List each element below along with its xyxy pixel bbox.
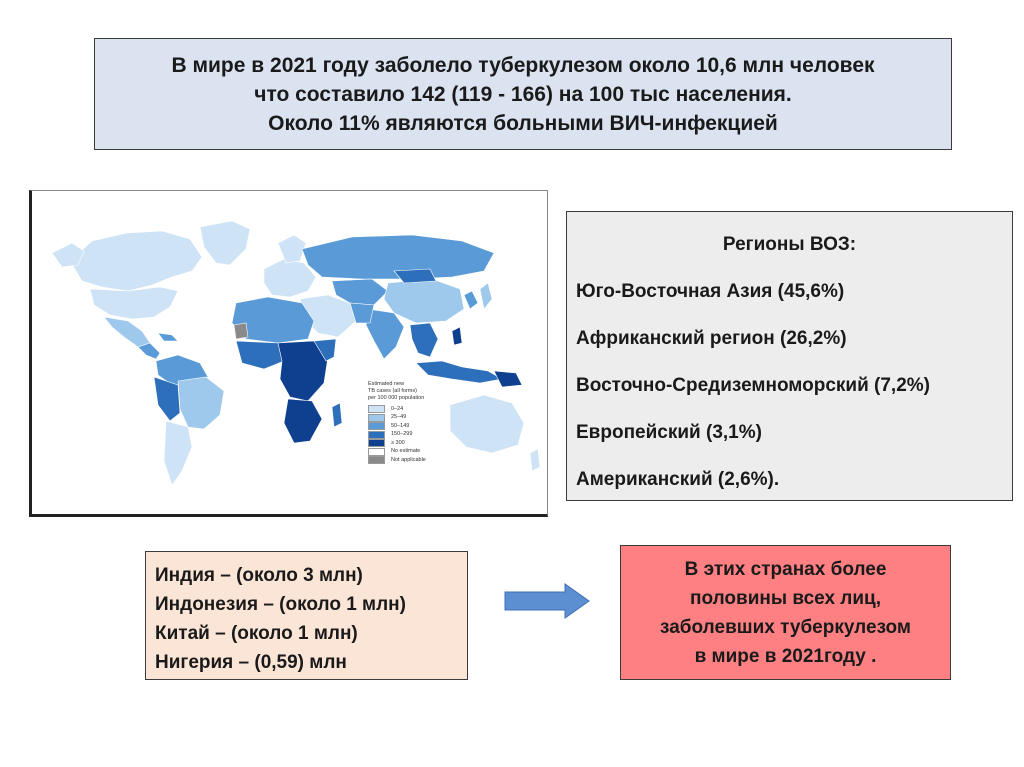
country-item-nigeria: Нигерия – (0,59) млн xyxy=(155,652,347,673)
title-line-2: что составило 142 (119 - 166) на 100 тыс… xyxy=(254,82,792,106)
legend-label: ≥ 300 xyxy=(391,439,405,446)
world-tb-incidence-map: Estimated new TB cases (all forms) per 1… xyxy=(29,190,548,517)
legend-row: ≥ 300 xyxy=(368,439,488,448)
legend-row: 50–149 xyxy=(368,422,488,431)
legend-row: 0–24 xyxy=(368,405,488,414)
top-countries-box: Индия – (около 3 млн) Индонезия – (около… xyxy=(145,551,468,680)
right-arrow-icon xyxy=(504,583,590,619)
legend-swatch xyxy=(368,439,385,448)
legend-swatch xyxy=(368,447,385,456)
conclusion-box: В этих странах более половины всех лиц, … xyxy=(620,545,951,680)
conclusion-line-2: половины всех лиц, xyxy=(689,587,882,609)
legend-swatch xyxy=(368,422,385,431)
legend-label: No estimate xyxy=(391,448,421,455)
conclusion-line-4: в мире в 2021году . xyxy=(694,645,877,667)
legend-row: No estimate xyxy=(368,447,488,457)
region-item-africa: Африканский регион (26,2%) xyxy=(576,328,847,349)
legend-label: 25–49 xyxy=(391,414,407,421)
legend-label: 150–299 xyxy=(391,431,413,438)
region-item-europe: Европейский (3,1%) xyxy=(576,422,762,443)
country-item-indonesia: Индонезия – (около 1 млн) xyxy=(155,594,406,615)
legend-swatch xyxy=(368,405,385,414)
legend-row: 150–299 xyxy=(368,430,488,440)
region-item-americas: Американский (2,6%). xyxy=(576,469,780,490)
country-item-india: Индия – (около 3 млн) xyxy=(155,565,363,586)
legend-swatch xyxy=(368,456,385,465)
legend-swatch xyxy=(368,413,385,422)
region-item-south-east-asia: Юго-Восточная Азия (45,6%) xyxy=(576,281,845,302)
legend-row: Not applicable xyxy=(368,456,488,465)
legend-label: Not applicable xyxy=(391,456,426,463)
country-item-china: Китай – (около 1 млн) xyxy=(155,623,358,644)
legend-label: 0–24 xyxy=(391,405,404,412)
conclusion-line-3: заболевших туберкулезом xyxy=(660,616,911,638)
map-legend: Estimated new TB cases (all forms) per 1… xyxy=(368,381,488,465)
region-item-eastern-mediterranean: Восточно-Средиземноморский (7,2%) xyxy=(576,375,930,396)
legend-label: 50–149 xyxy=(391,422,410,429)
legend-title: Estimated new TB cases (all forms) per 1… xyxy=(368,381,425,401)
world-map-graphic xyxy=(51,220,541,486)
title-line-1: В мире в 2021 году заболело туберкулезом… xyxy=(171,53,875,77)
regions-title: Регионы ВОЗ: xyxy=(722,234,857,255)
title-line-3: Около 11% являются больными ВИЧ-инфекцие… xyxy=(268,111,778,135)
slide-title-box: В мире в 2021 году заболело туберкулезом… xyxy=(94,38,952,150)
legend-row: 25–49 xyxy=(368,413,488,423)
who-regions-box: Регионы ВОЗ: Юго-Восточная Азия (45,6%) … xyxy=(566,211,1013,501)
conclusion-line-1: В этих странах более xyxy=(684,558,887,580)
legend-swatch xyxy=(368,430,385,439)
